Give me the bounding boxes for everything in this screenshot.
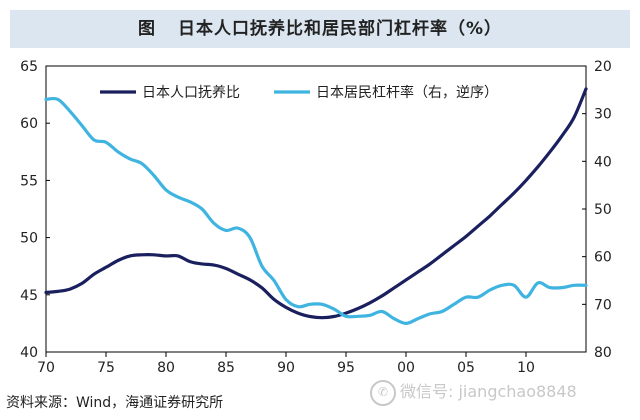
figure-label: 图 [137, 19, 156, 39]
plot-area [45, 65, 587, 353]
right-tick-label: 50 [594, 202, 612, 218]
left-tick-label: 65 [20, 59, 38, 75]
right-tick-label: 40 [594, 154, 612, 170]
x-tick-label: 00 [397, 360, 415, 376]
x-tick-label: 80 [157, 360, 175, 376]
series-line-2 [44, 96, 588, 325]
title-bar: 图 日本人口抚养比和居民部门杠杆率（%） [10, 10, 630, 48]
right-tick-label: 30 [594, 107, 612, 123]
right-tick-label: 20 [594, 59, 612, 75]
x-tick-label: 10 [517, 360, 535, 376]
x-tick-label: 75 [97, 360, 115, 376]
chart-title-text: 日本人口抚养比和居民部门杠杆率（%） [177, 19, 503, 39]
x-tick-label: 05 [457, 360, 475, 376]
chart-title: 图 日本人口抚养比和居民部门杠杆率（%） [10, 10, 630, 48]
right-tick-label: 80 [594, 345, 612, 361]
left-tick-label: 55 [20, 173, 38, 189]
x-tick-label: 90 [277, 360, 295, 376]
source-note: 资料来源：Wind，海通证券研究所 [6, 395, 224, 411]
legend-label-2: 日本居民杠杆率（右，逆序） [316, 84, 498, 101]
series-line-1 [44, 87, 588, 320]
x-tick-label: 70 [37, 360, 55, 376]
watermark: ✆ 微信号: jiangchao8848 [370, 378, 577, 406]
legend-label-1: 日本人口抚养比 [142, 85, 240, 101]
watermark-text: 微信号: jiangchao8848 [400, 382, 577, 401]
x-tick-label: 95 [337, 360, 355, 376]
wechat-icon: ✆ [370, 379, 396, 406]
series-lines [44, 87, 588, 325]
x-axis: 70 75 80 85 90 95 00 05 10 [37, 352, 535, 376]
legend: 日本人口抚养比 日本居民杠杆率（右，逆序） [100, 84, 498, 101]
left-tick-label: 60 [20, 116, 38, 132]
right-tick-label: 60 [594, 250, 612, 266]
left-tick-label: 45 [20, 288, 38, 304]
right-axis: 20 30 40 50 60 70 80 [582, 59, 612, 361]
right-tick-label: 70 [594, 297, 612, 313]
x-tick-label: 85 [217, 360, 235, 376]
left-tick-label: 40 [20, 345, 38, 361]
left-axis: 40 45 50 55 60 65 [20, 59, 50, 361]
left-tick-label: 50 [20, 231, 38, 247]
